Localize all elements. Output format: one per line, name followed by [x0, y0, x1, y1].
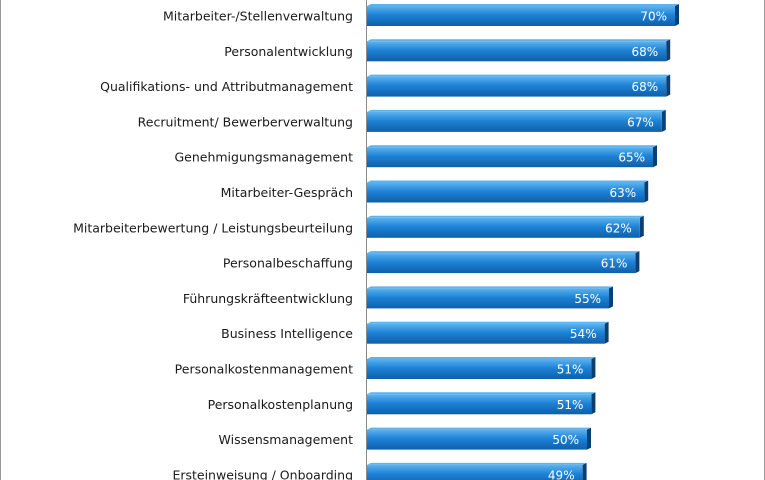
bar-top: [367, 286, 613, 289]
value-label: 61%: [601, 257, 628, 271]
bar-side: [639, 215, 644, 238]
bar-top: [367, 392, 596, 395]
category-label: Qualifikations- und Attributmanagement: [100, 79, 353, 94]
bar-top: [367, 39, 671, 42]
value-label: 65%: [618, 151, 645, 165]
bar: [367, 6, 675, 26]
value-label: 70%: [640, 10, 667, 24]
bar-top: [367, 251, 640, 254]
bar-top: [367, 321, 609, 324]
category-label: Mitarbeiterbewertung / Leistungsbeurteil…: [73, 220, 353, 235]
bar: [367, 111, 662, 132]
value-label: 51%: [557, 363, 584, 377]
bar-top: [367, 357, 596, 359]
bar-top: [367, 145, 657, 148]
bar-side: [609, 286, 613, 309]
bar-top: [367, 74, 671, 77]
bar: [367, 394, 592, 415]
bar-side: [591, 357, 596, 379]
bar-side: [582, 462, 587, 480]
category-label: Personalkostenplanung: [208, 397, 353, 412]
bar: [367, 76, 667, 97]
bar: [367, 253, 636, 274]
bar-side: [635, 251, 640, 274]
bar: [367, 147, 653, 168]
category-label: Personalbeschaffung: [223, 256, 353, 271]
bar: [367, 41, 667, 62]
bar: [367, 182, 645, 203]
category-label: Personalkostenmanagement: [175, 362, 353, 377]
bar-top: [367, 462, 587, 465]
category-label: Recruitment/ Bewerberverwaltung: [138, 114, 353, 129]
bar-side: [591, 392, 596, 415]
bar-top: [367, 4, 679, 6]
value-label: 51%: [557, 398, 584, 412]
category-label: Mitarbeiter-Gespräch: [221, 185, 353, 200]
category-label: Genehmigungsmanagement: [174, 150, 353, 165]
category-label: Wissensmanagement: [219, 432, 354, 447]
bar-side: [644, 180, 649, 203]
bars-group: Mitarbeiter-/Stellenverwaltung 70% Persona…: [73, 4, 679, 480]
bar: [367, 288, 609, 309]
bar-top: [367, 215, 644, 218]
value-label: 68%: [632, 45, 659, 59]
bar-side: [666, 74, 671, 97]
category-label: Personalentwicklung: [224, 44, 353, 59]
value-label: 68%: [632, 80, 659, 94]
bar: [367, 359, 592, 379]
bar-side: [675, 4, 679, 26]
bar-top: [367, 109, 666, 112]
bar: [367, 323, 605, 344]
category-label: Business Intelligence: [221, 326, 353, 341]
bar: [367, 429, 587, 450]
category-label: Führungskräfteentwicklung: [183, 291, 353, 306]
category-label: Ersteinweisung / Onboarding: [172, 467, 353, 480]
value-label: 55%: [574, 292, 601, 306]
bar: [367, 217, 640, 238]
value-label: 63%: [610, 186, 637, 200]
value-label: 67%: [627, 115, 654, 129]
value-label: 54%: [570, 327, 597, 341]
value-label: 49%: [548, 468, 575, 480]
bar-top: [367, 180, 649, 183]
value-label: 50%: [552, 433, 579, 447]
bar-side: [661, 109, 666, 132]
category-label: Mitarbeiter-/Stellenverwaltung: [163, 9, 353, 24]
bar-top: [367, 427, 591, 430]
bar-side: [653, 145, 657, 168]
bar-side: [604, 321, 609, 344]
bar-side: [666, 39, 671, 62]
value-label: 62%: [605, 221, 632, 235]
bar-side: [587, 427, 591, 450]
bar: [367, 464, 583, 480]
